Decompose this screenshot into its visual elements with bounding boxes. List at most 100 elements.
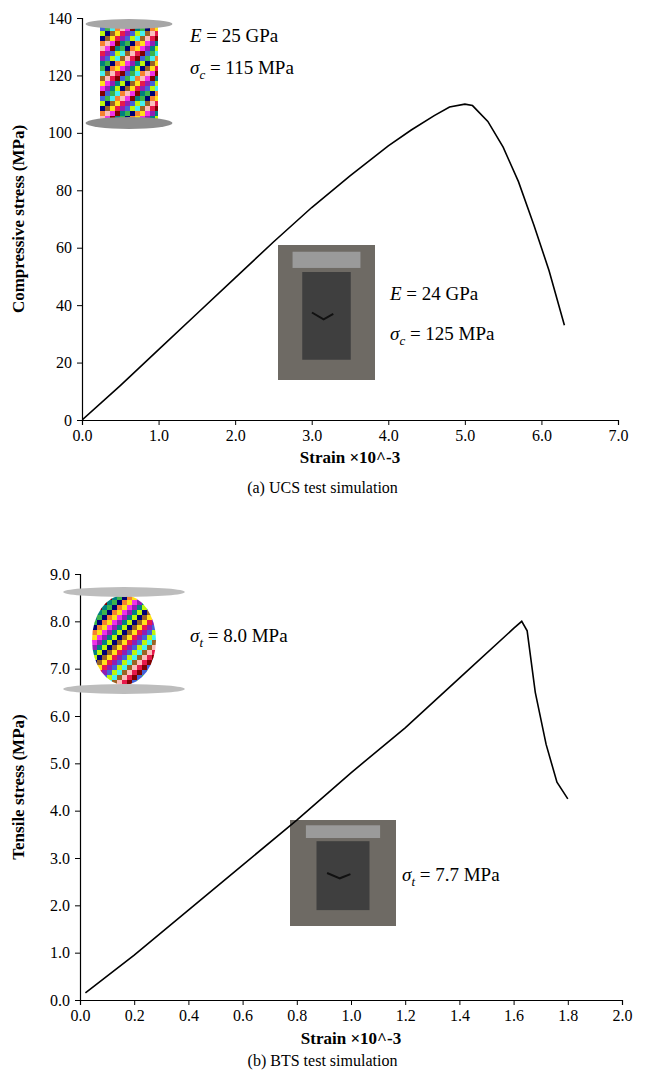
grain	[120, 76, 125, 81]
grain	[107, 665, 112, 670]
x-tick-label: 6.0	[532, 427, 552, 444]
y-tick-label: 5.0	[50, 755, 70, 772]
grain	[107, 605, 112, 610]
grain	[115, 81, 120, 86]
grain	[120, 106, 125, 111]
grain	[135, 61, 140, 66]
grain	[112, 620, 117, 625]
x-tick-label: 1.0	[342, 1007, 362, 1024]
grain	[135, 56, 140, 61]
grain	[100, 36, 105, 41]
grain	[115, 91, 120, 96]
grain	[102, 675, 107, 680]
x-tick-mark	[188, 1000, 189, 1005]
grain	[125, 56, 130, 61]
grain	[140, 56, 145, 61]
grain	[120, 86, 125, 91]
grain	[110, 101, 115, 106]
grain	[152, 645, 157, 650]
x-tick-mark	[618, 420, 619, 425]
grain	[152, 615, 157, 620]
grain	[150, 31, 155, 36]
grain	[120, 36, 125, 41]
grain	[147, 605, 152, 610]
grain	[130, 76, 135, 81]
chart-panel: 0.00.20.40.60.81.01.21.41.61.82.00.01.02…	[9, 566, 633, 1070]
grain	[102, 665, 107, 670]
grain	[155, 106, 158, 111]
grain	[107, 640, 112, 645]
grain	[147, 615, 152, 620]
y-axis-line	[77, 19, 83, 421]
grain	[105, 101, 110, 106]
grain	[127, 675, 132, 680]
grain	[147, 645, 152, 650]
grain	[135, 106, 140, 111]
grain	[92, 635, 97, 640]
grain	[155, 51, 158, 56]
annotation: E = 24 GPa	[389, 283, 479, 304]
grain	[125, 81, 130, 86]
grain	[142, 635, 147, 640]
chart-panel: 0.01.02.03.04.05.06.07.00204060801001201…	[9, 10, 629, 497]
grain	[130, 31, 135, 36]
photo-crack	[312, 313, 333, 320]
grain	[145, 31, 150, 36]
grain	[147, 665, 152, 670]
grain	[92, 630, 97, 635]
x-tick: 1.6	[504, 1000, 524, 1024]
y-tick-mark	[75, 905, 80, 906]
grain	[107, 645, 112, 650]
grain	[97, 635, 102, 640]
grain	[127, 610, 132, 615]
grain	[137, 625, 142, 630]
grain	[100, 46, 105, 51]
photo-background	[278, 245, 375, 380]
y-tick-mark	[77, 18, 82, 19]
specimen-mosaic	[92, 595, 157, 685]
grain	[110, 41, 115, 46]
y-tick-mark	[75, 811, 80, 812]
grain	[112, 645, 117, 650]
grain	[92, 615, 97, 620]
grain	[132, 650, 137, 655]
grain	[92, 675, 97, 680]
grain	[150, 96, 155, 101]
platen	[63, 587, 185, 597]
y-tick: 5.0	[50, 755, 80, 772]
grain	[100, 31, 105, 36]
x-tick-mark	[243, 1000, 244, 1005]
grain	[117, 605, 122, 610]
grain	[135, 71, 140, 76]
grain	[137, 640, 142, 645]
annotation: E = 25 GPa	[189, 25, 279, 46]
x-tick-label: 1.8	[558, 1007, 578, 1024]
grain	[120, 111, 125, 116]
grain	[112, 675, 117, 680]
grain	[152, 680, 157, 685]
grain	[147, 600, 152, 605]
photo-platen	[293, 252, 361, 268]
grain	[142, 630, 147, 635]
y-tick-label: 100	[48, 124, 72, 141]
grain	[102, 620, 107, 625]
grain	[107, 660, 112, 665]
grain	[120, 61, 125, 66]
grain	[152, 665, 157, 670]
x-tick-mark	[297, 1000, 298, 1005]
grain	[92, 660, 97, 665]
grain	[100, 61, 105, 66]
grain	[150, 76, 155, 81]
grain	[102, 625, 107, 630]
grain	[132, 600, 137, 605]
photo-crack	[327, 873, 350, 878]
grain	[127, 630, 132, 635]
grain	[150, 61, 155, 66]
grain	[137, 615, 142, 620]
grain	[125, 61, 130, 66]
test-photo	[290, 820, 396, 926]
grain	[115, 66, 120, 71]
specimen-icon	[86, 19, 173, 129]
x-axis-title: Strain ×10^-3	[300, 448, 400, 467]
y-tick: 3.0	[50, 850, 80, 867]
